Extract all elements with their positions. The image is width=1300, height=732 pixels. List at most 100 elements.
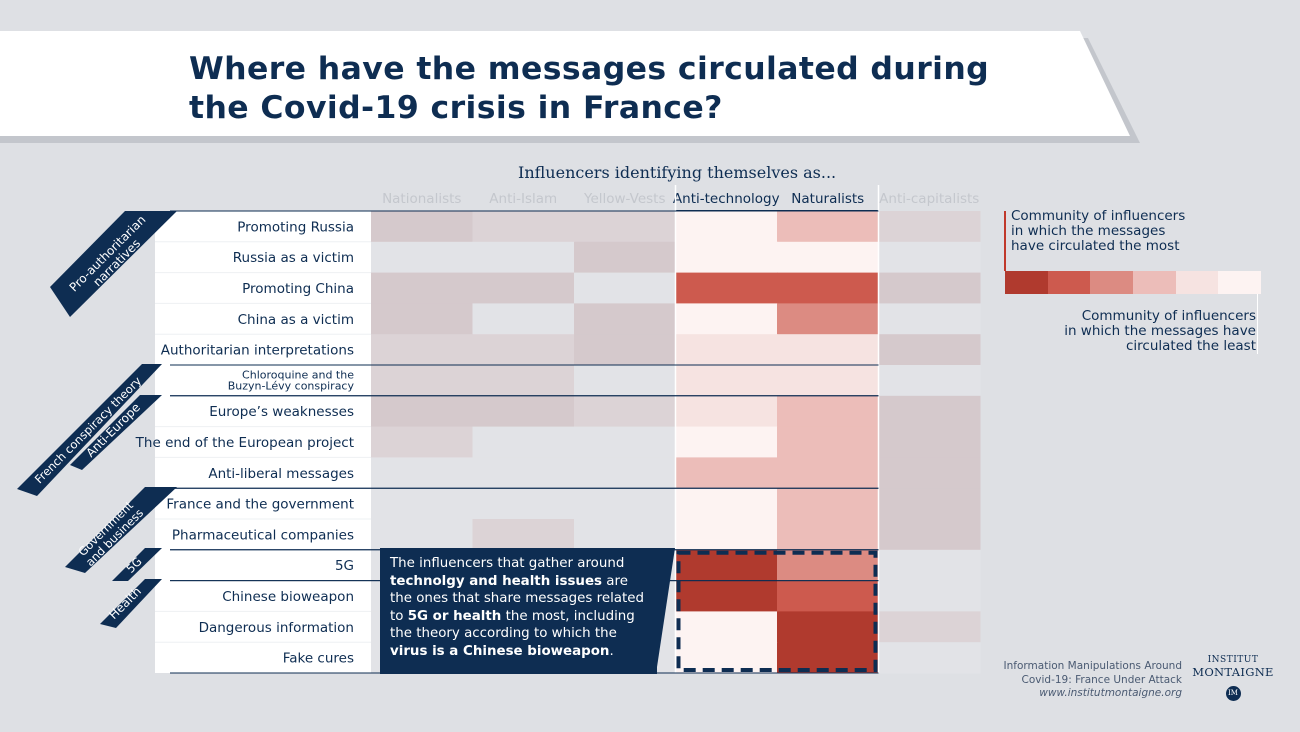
heatmap-cell (574, 272, 676, 304)
heatmap-cell (371, 272, 473, 304)
row-label: 5G (335, 558, 354, 574)
heatmap-cell (675, 457, 778, 489)
row-label: Buzyn-Lévy conspiracy (228, 379, 355, 392)
heatmap-cell (878, 611, 981, 643)
heatmap-cell (777, 549, 879, 582)
heatmap-cell (878, 549, 981, 582)
institut-montaigne-logo: INSTITUT MONTAIGNE IM (1188, 655, 1278, 701)
heatmap-cell (878, 334, 981, 366)
callout-pointer (657, 548, 675, 667)
heatmap-cell (371, 488, 473, 520)
heatmap-cell (777, 519, 879, 551)
heatmap-cell (574, 395, 676, 428)
title-banner (0, 31, 1140, 143)
heatmap-cell (371, 241, 473, 274)
row-label: France and the government (166, 497, 354, 513)
legend-swatch (1090, 271, 1134, 294)
heatmap-cell (574, 426, 676, 458)
legend-min-label: Community of influencers in which the me… (1010, 309, 1256, 354)
heatmap-cell (675, 365, 778, 397)
heatmap-cell (574, 365, 676, 397)
heatmap-cell (574, 241, 676, 274)
chart-supertitle: Influencers identifying themselves as... (518, 163, 837, 182)
row-label: Fake cures (283, 651, 354, 667)
callout-text: . (609, 643, 614, 659)
heatmap-cell (777, 303, 879, 335)
heatmap-cell (878, 519, 981, 551)
heatmap-cell (675, 519, 778, 551)
group-tab (100, 579, 162, 628)
column-header: Anti-Islam (489, 191, 557, 207)
row-label-panel (155, 211, 371, 673)
heatmap-cell (472, 211, 575, 243)
column-header: Nationalists (382, 191, 461, 207)
group-label-line: Pro-authoritarian (67, 213, 149, 295)
heatmap-cell (675, 549, 778, 582)
row-label: Authoritarian interpretations (161, 343, 354, 359)
heatmap-cell (472, 488, 575, 520)
group-label: French conspiracy theory (32, 374, 145, 487)
callout-text: are the ones that share messages related… (390, 573, 644, 624)
heatmap-cell (777, 211, 879, 243)
heatmap-cell (371, 365, 473, 397)
heatmap-cell (574, 488, 676, 520)
heatmap-cell (472, 241, 575, 274)
heatmap-cell (777, 334, 879, 366)
heatmap-cell (675, 241, 778, 274)
callout-text: the most, including the theory according… (390, 608, 635, 642)
row-label: Dangerous information (199, 620, 354, 636)
heatmap-cell (675, 272, 778, 304)
column-header: Anti-capitalists (879, 191, 979, 207)
logo-line-2: MONTAIGNE (1192, 665, 1274, 679)
legend-swatch (1133, 271, 1176, 294)
heatmap-cell (675, 395, 778, 428)
heatmap-cell (675, 611, 778, 643)
heatmap-cell (878, 426, 981, 458)
row-label: Promoting China (242, 281, 354, 297)
heatmap-cell (777, 611, 879, 643)
legend-max-line: in which the messages (1011, 223, 1166, 239)
logo-mark-icon: IM (1225, 686, 1241, 701)
credit-url[interactable]: www.institutmontaigne.org (1039, 687, 1182, 699)
heatmap-cell (777, 241, 879, 274)
group-tab (17, 364, 162, 496)
legend-swatch (1175, 271, 1219, 294)
heatmap-cell (371, 395, 473, 428)
heatmap-cell (675, 334, 778, 366)
legend-swatch (1218, 271, 1262, 294)
legend-max-label: Community of influencers in which the me… (1011, 209, 1251, 254)
row-label: China as a victim (238, 312, 354, 328)
legend-min-line: in which the messages have (1064, 323, 1256, 339)
heatmap-cell (878, 211, 981, 243)
heatmap-cell (371, 519, 473, 551)
highlight-box (676, 550, 878, 672)
heatmap-cell (371, 211, 473, 243)
heatmap-cell (878, 488, 981, 520)
group-tab (50, 211, 177, 317)
credit-line-2: Covid-19: France Under Attack (1021, 673, 1182, 686)
heatmap-cell (675, 580, 778, 612)
heatmap-cell (574, 303, 676, 335)
row-label: Pharmaceutical companies (172, 527, 354, 543)
heatmap-cell (878, 457, 981, 489)
heatmap-cell (878, 580, 981, 612)
logo-line-1: INSTITUT (1207, 655, 1259, 665)
heatmap-cell (777, 488, 879, 520)
heatmap-cell (574, 211, 676, 243)
heatmap-cell (574, 519, 676, 551)
heatmap-cell (371, 303, 473, 335)
group-tab (65, 487, 177, 573)
heatmap-cell (472, 365, 575, 397)
heatmap-cell (472, 519, 575, 551)
group-tab (112, 548, 162, 581)
heatmap-cell (371, 334, 473, 366)
row-label: Chloroquine and the (242, 368, 354, 381)
legend-min-marker (1257, 294, 1258, 354)
heatmap-cell (675, 426, 778, 458)
heatmap-cell (472, 426, 575, 458)
row-label: Russia as a victim (233, 250, 354, 266)
title-line-1: Where have the messages circulated durin… (189, 51, 990, 87)
heatmap-cell (777, 580, 879, 612)
legend-max-line: have circulated the most (1011, 238, 1180, 254)
heatmap-cell (675, 488, 778, 520)
